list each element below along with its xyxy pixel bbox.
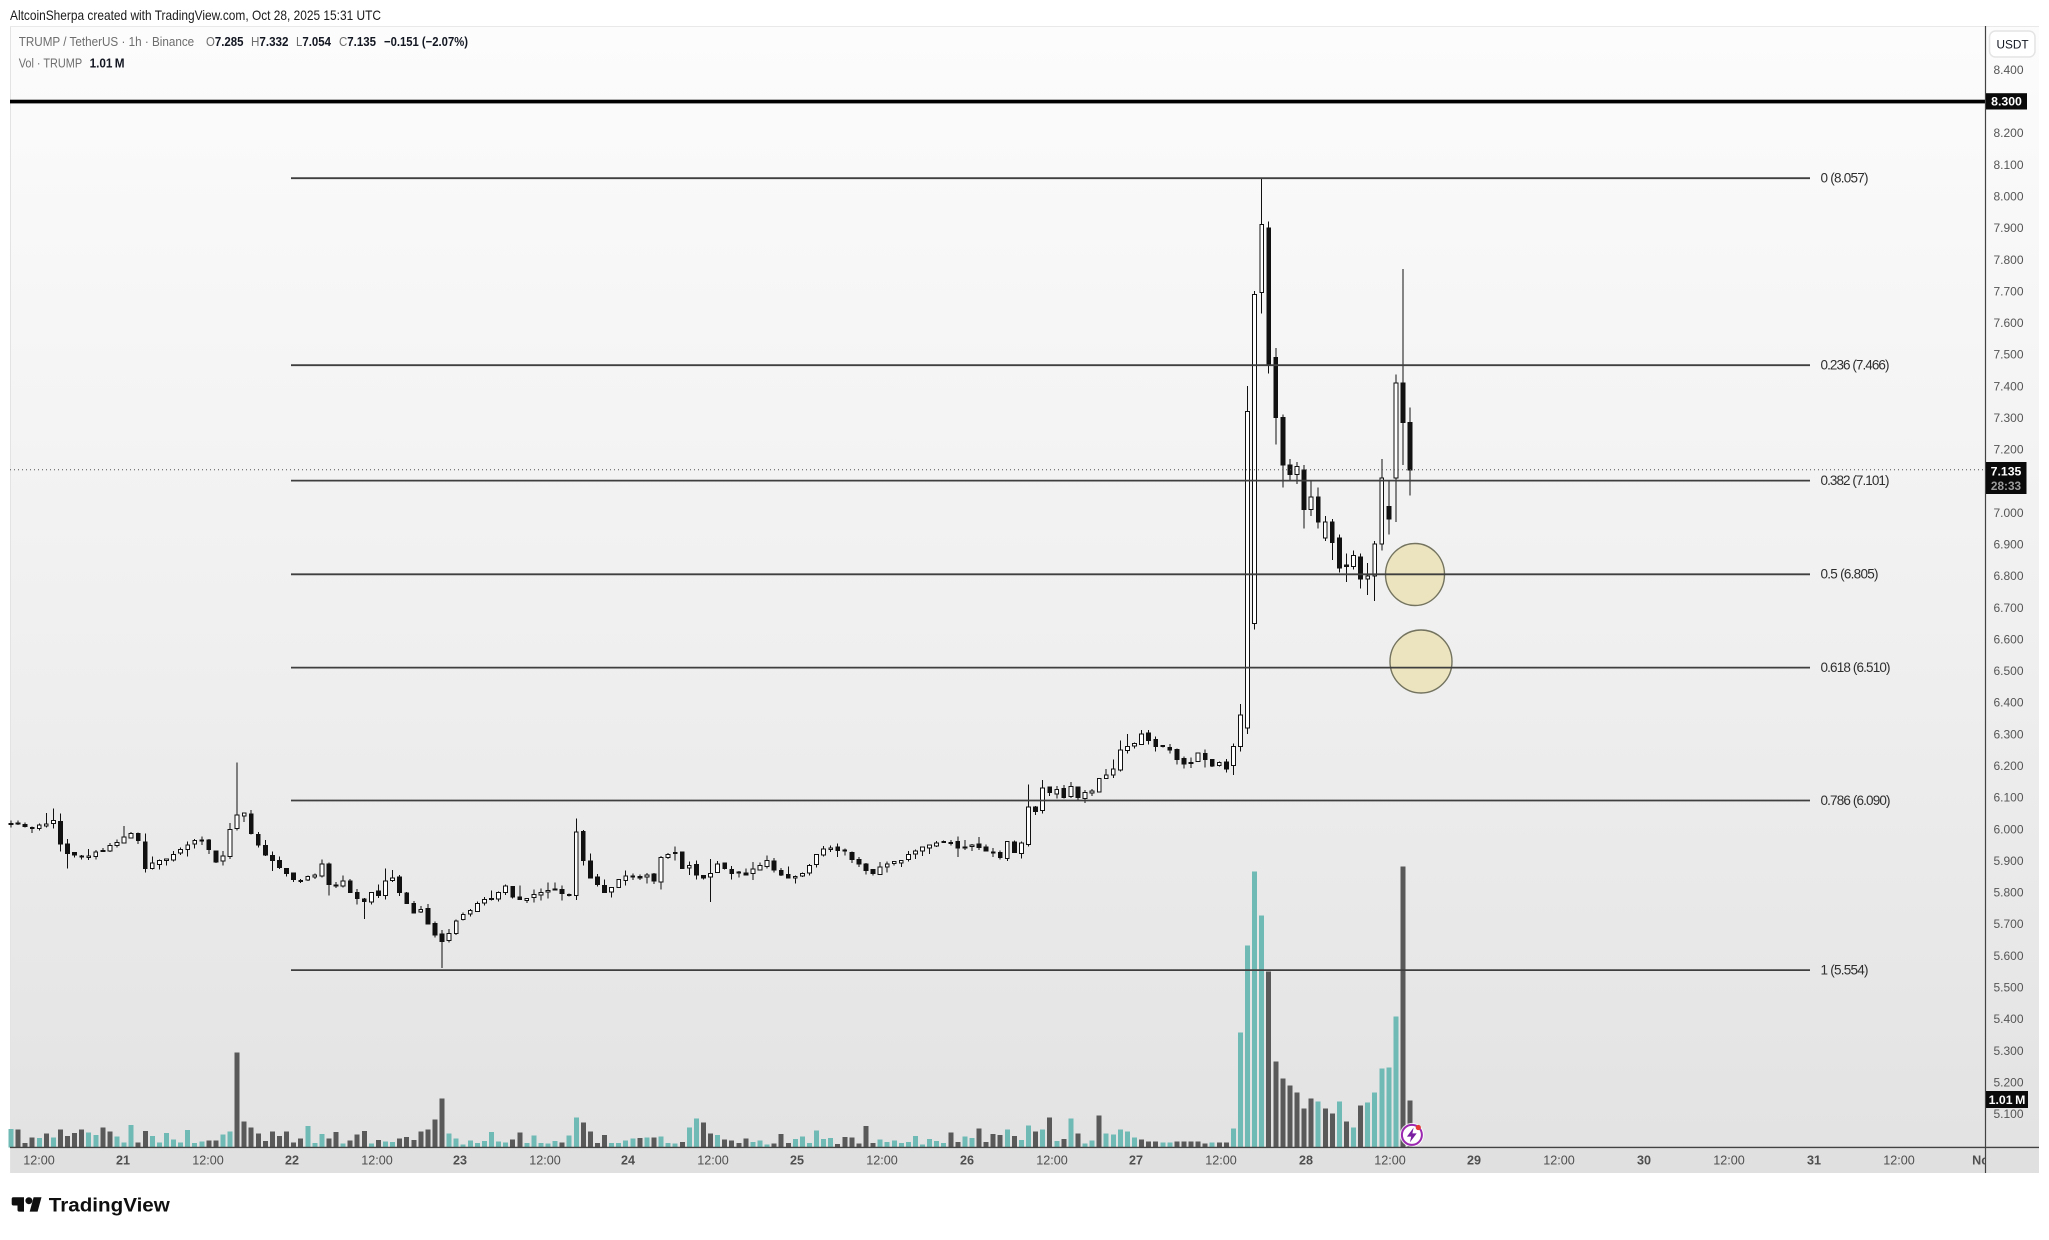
svg-text:5.700: 5.700 xyxy=(1994,917,2024,931)
svg-text:TRUMP / TetherUS · 1h · Binanc: TRUMP / TetherUS · 1h · Binance xyxy=(19,34,195,49)
svg-text:C7.135: C7.135 xyxy=(339,34,376,49)
svg-text:5.900: 5.900 xyxy=(1994,854,2024,868)
svg-text:1.01 M: 1.01 M xyxy=(90,56,125,71)
svg-text:12:00: 12:00 xyxy=(697,1154,729,1168)
svg-text:5.200: 5.200 xyxy=(1994,1075,2024,1089)
svg-text:6.500: 6.500 xyxy=(1994,664,2024,678)
svg-text:−0.151 (−2.07%): −0.151 (−2.07%) xyxy=(384,34,468,49)
svg-text:8.100: 8.100 xyxy=(1994,158,2024,172)
svg-text:23: 23 xyxy=(453,1154,467,1168)
svg-text:12:00: 12:00 xyxy=(1883,1154,1915,1168)
svg-text:7.500: 7.500 xyxy=(1994,348,2024,362)
svg-text:6.800: 6.800 xyxy=(1994,569,2024,583)
svg-text:5.600: 5.600 xyxy=(1994,949,2024,963)
svg-text:8.400: 8.400 xyxy=(1994,63,2024,77)
svg-text:7.135: 7.135 xyxy=(1991,465,2022,479)
svg-text:7.600: 7.600 xyxy=(1994,316,2024,330)
svg-text:12:00: 12:00 xyxy=(529,1154,561,1168)
svg-text:AltcoinSherpa created with Tra: AltcoinSherpa created with TradingView.c… xyxy=(10,7,381,23)
svg-text:21: 21 xyxy=(116,1154,130,1168)
svg-text:12:00: 12:00 xyxy=(1374,1154,1406,1168)
svg-text:22: 22 xyxy=(285,1154,299,1168)
svg-text:0.618 (6.510): 0.618 (6.510) xyxy=(1821,660,1891,675)
svg-text:6.900: 6.900 xyxy=(1994,538,2024,552)
svg-text:6.400: 6.400 xyxy=(1994,696,2024,710)
svg-text:12:00: 12:00 xyxy=(866,1154,898,1168)
svg-text:27: 27 xyxy=(1129,1154,1143,1168)
svg-text:Nov: Nov xyxy=(1972,1154,1996,1168)
svg-text:H7.332: H7.332 xyxy=(251,34,289,49)
svg-text:31: 31 xyxy=(1807,1154,1821,1168)
svg-text:7.300: 7.300 xyxy=(1994,411,2024,425)
svg-text:24: 24 xyxy=(621,1154,635,1168)
svg-text:7.800: 7.800 xyxy=(1994,253,2024,267)
svg-text:6.300: 6.300 xyxy=(1994,727,2024,741)
svg-text:8.300: 8.300 xyxy=(1991,95,2022,109)
svg-text:5.100: 5.100 xyxy=(1994,1107,2024,1121)
svg-text:6.700: 6.700 xyxy=(1994,601,2024,615)
svg-text:12:00: 12:00 xyxy=(1543,1154,1575,1168)
svg-text:28: 28 xyxy=(1299,1154,1313,1168)
svg-text:30: 30 xyxy=(1637,1154,1651,1168)
svg-text:28:33: 28:33 xyxy=(1991,479,2022,493)
svg-text:6.100: 6.100 xyxy=(1994,791,2024,805)
svg-text:7.000: 7.000 xyxy=(1994,506,2024,520)
svg-text:0.786 (6.090): 0.786 (6.090) xyxy=(1821,793,1891,808)
svg-text:29: 29 xyxy=(1467,1154,1481,1168)
svg-text:1.01 M: 1.01 M xyxy=(1989,1093,2026,1107)
svg-text:0.382 (7.101): 0.382 (7.101) xyxy=(1821,473,1890,488)
svg-text:8.000: 8.000 xyxy=(1994,190,2024,204)
svg-text:0 (8.057): 0 (8.057) xyxy=(1821,171,1869,186)
svg-text:USDT: USDT xyxy=(1996,37,2028,51)
svg-text:5.800: 5.800 xyxy=(1994,886,2024,900)
svg-text:6.200: 6.200 xyxy=(1994,759,2024,773)
svg-text:25: 25 xyxy=(790,1154,804,1168)
svg-text:6.000: 6.000 xyxy=(1994,822,2024,836)
svg-text:7.900: 7.900 xyxy=(1994,221,2024,235)
svg-text:TradingView: TradingView xyxy=(49,1195,171,1217)
svg-text:7.700: 7.700 xyxy=(1994,284,2024,298)
svg-text:5.300: 5.300 xyxy=(1994,1044,2024,1058)
svg-text:5.400: 5.400 xyxy=(1994,1012,2024,1026)
svg-text:12:00: 12:00 xyxy=(361,1154,393,1168)
svg-text:12:00: 12:00 xyxy=(1205,1154,1237,1168)
svg-text:6.600: 6.600 xyxy=(1994,633,2024,647)
svg-text:12:00: 12:00 xyxy=(23,1154,55,1168)
svg-text:0.5 (6.805): 0.5 (6.805) xyxy=(1821,567,1879,582)
svg-text:26: 26 xyxy=(960,1154,974,1168)
svg-text:12:00: 12:00 xyxy=(1036,1154,1068,1168)
svg-text:1 (5.554): 1 (5.554) xyxy=(1821,962,1869,977)
svg-text:Vol · TRUMP: Vol · TRUMP xyxy=(19,56,83,71)
svg-text:8.200: 8.200 xyxy=(1994,126,2024,140)
svg-text:5.500: 5.500 xyxy=(1994,981,2024,995)
svg-text:12:00: 12:00 xyxy=(192,1154,224,1168)
svg-text:L7.054: L7.054 xyxy=(296,34,332,49)
svg-text:7.400: 7.400 xyxy=(1994,379,2024,393)
svg-text:0.236 (7.466): 0.236 (7.466) xyxy=(1821,358,1890,373)
svg-text:12:00: 12:00 xyxy=(1713,1154,1745,1168)
svg-text:O7.285: O7.285 xyxy=(206,34,244,49)
svg-text:7.200: 7.200 xyxy=(1994,443,2024,457)
